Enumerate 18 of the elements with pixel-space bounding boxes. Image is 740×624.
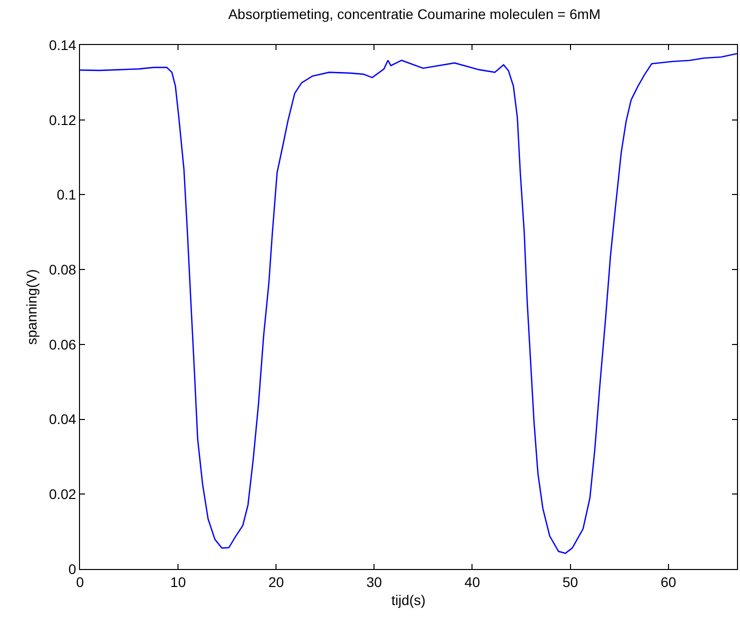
x-tick-label: 40 [464, 574, 480, 590]
x-axis-title: tijd(s) [391, 592, 426, 608]
y-tick-label: 0.08 [48, 261, 76, 278]
x-tick-label: 50 [562, 574, 578, 590]
y-tick-label: 0.02 [48, 486, 76, 502]
y-tick-label: 0.06 [48, 336, 76, 352]
chart-title: Absorptiemeting, concentratie Coumarine moleculen = 6mM [228, 6, 601, 22]
y-tick-label: 0.04 [48, 411, 76, 428]
x-tick-label: 20 [268, 574, 284, 590]
y-axis-title: spanning(V) [24, 269, 40, 345]
x-tick-label: 10 [170, 574, 186, 590]
y-tick-label: 0.1 [56, 186, 76, 203]
y-tick-label: 0 [68, 560, 76, 577]
x-tick-label: 30 [366, 574, 382, 590]
line-series [80, 52, 737, 554]
y-tick-label: 0.14 [48, 36, 76, 53]
x-tick-label: 60 [660, 574, 676, 590]
y-tick-label: 0.12 [48, 112, 76, 128]
